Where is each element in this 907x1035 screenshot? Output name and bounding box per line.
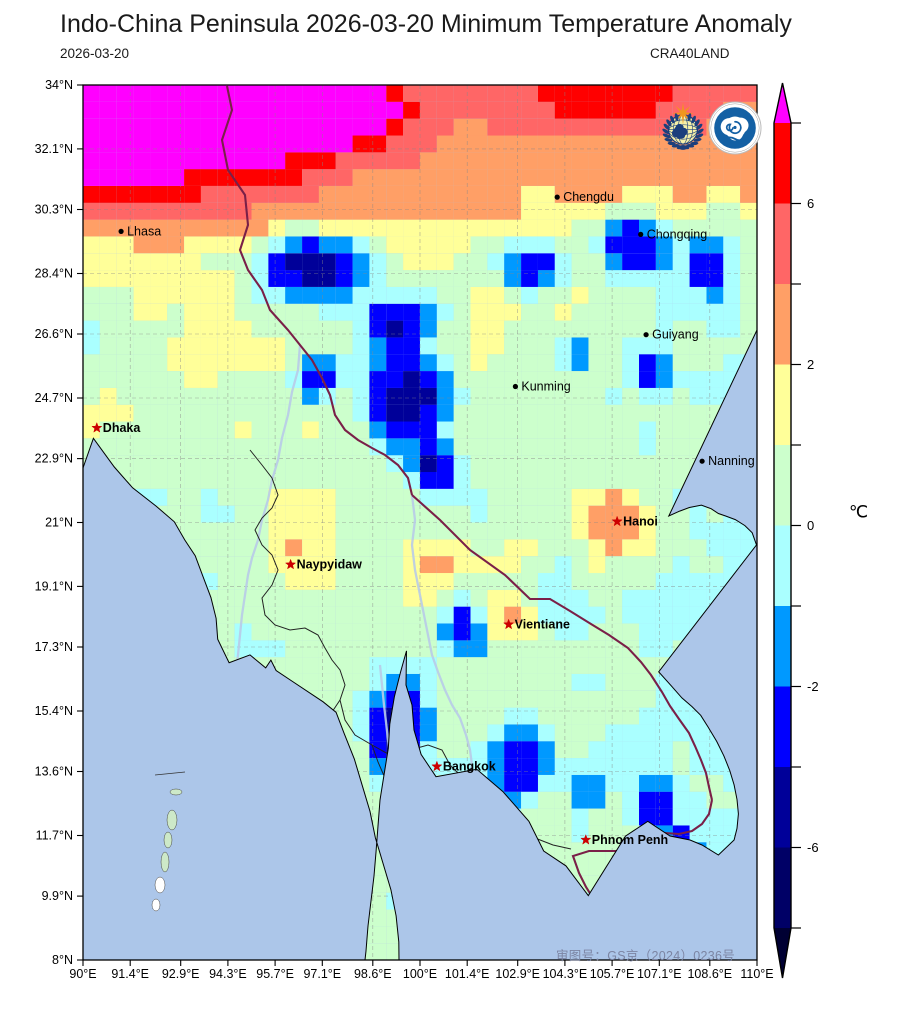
svg-text:-2: -2 — [807, 679, 819, 694]
svg-text:22.9°N: 22.9°N — [35, 452, 73, 466]
svg-text:Lhasa: Lhasa — [127, 224, 161, 238]
svg-text:97.1°E: 97.1°E — [303, 967, 341, 981]
svg-text:91.4°E: 91.4°E — [111, 967, 149, 981]
svg-text:9.9°N: 9.9°N — [42, 889, 73, 903]
svg-text:6: 6 — [807, 196, 814, 211]
svg-text:19.1°N: 19.1°N — [35, 579, 73, 593]
svg-text:21°N: 21°N — [45, 516, 73, 530]
svg-text:100°E: 100°E — [403, 967, 437, 981]
svg-text:℃: ℃ — [849, 503, 868, 522]
svg-text:Nanning: Nanning — [708, 454, 755, 468]
svg-text:-6: -6 — [807, 840, 819, 855]
svg-text:95.7°E: 95.7°E — [256, 967, 294, 981]
svg-text:Vientiane: Vientiane — [515, 618, 570, 632]
svg-text:Bangkok: Bangkok — [443, 760, 496, 774]
svg-text:105.7°E: 105.7°E — [590, 967, 635, 981]
svg-text:2: 2 — [807, 357, 814, 372]
svg-text:11.7°N: 11.7°N — [36, 829, 73, 843]
svg-text:104.3°E: 104.3°E — [543, 967, 588, 981]
svg-text:Kunming: Kunming — [521, 380, 570, 394]
svg-text:34°N: 34°N — [45, 78, 73, 92]
svg-text:Chengdu: Chengdu — [563, 190, 614, 204]
svg-text:98.6°E: 98.6°E — [354, 967, 392, 981]
svg-text:92.9°E: 92.9°E — [162, 967, 200, 981]
svg-text:28.4°N: 28.4°N — [35, 267, 73, 281]
svg-text:24.7°N: 24.7°N — [35, 391, 73, 405]
svg-text:Guiyang: Guiyang — [652, 328, 699, 342]
svg-text:101.4°E: 101.4°E — [445, 967, 490, 981]
svg-text:90°E: 90°E — [69, 967, 96, 981]
svg-text:15.4°N: 15.4°N — [35, 704, 73, 718]
svg-text:0: 0 — [807, 518, 814, 533]
svg-text:32.1°N: 32.1°N — [35, 142, 73, 156]
svg-text:17.3°N: 17.3°N — [35, 640, 73, 654]
svg-text:Dhaka: Dhaka — [103, 421, 142, 435]
svg-text:108.6°E: 108.6°E — [687, 967, 732, 981]
svg-text:110°E: 110°E — [740, 967, 773, 981]
svg-text:30.3°N: 30.3°N — [35, 203, 73, 217]
svg-text:Phnom Penh: Phnom Penh — [592, 833, 668, 847]
svg-text:107.1°E: 107.1°E — [637, 967, 682, 981]
svg-text:Hanoi: Hanoi — [623, 515, 658, 529]
svg-text:13.6°N: 13.6°N — [35, 765, 73, 779]
svg-text:Chongqing: Chongqing — [647, 227, 708, 241]
svg-text:102.9°E: 102.9°E — [495, 967, 540, 981]
svg-text:Naypyidaw: Naypyidaw — [297, 558, 363, 572]
svg-text:8°N: 8°N — [52, 953, 73, 967]
svg-text:94.3°E: 94.3°E — [209, 967, 247, 981]
svg-text:26.6°N: 26.6°N — [35, 327, 73, 341]
